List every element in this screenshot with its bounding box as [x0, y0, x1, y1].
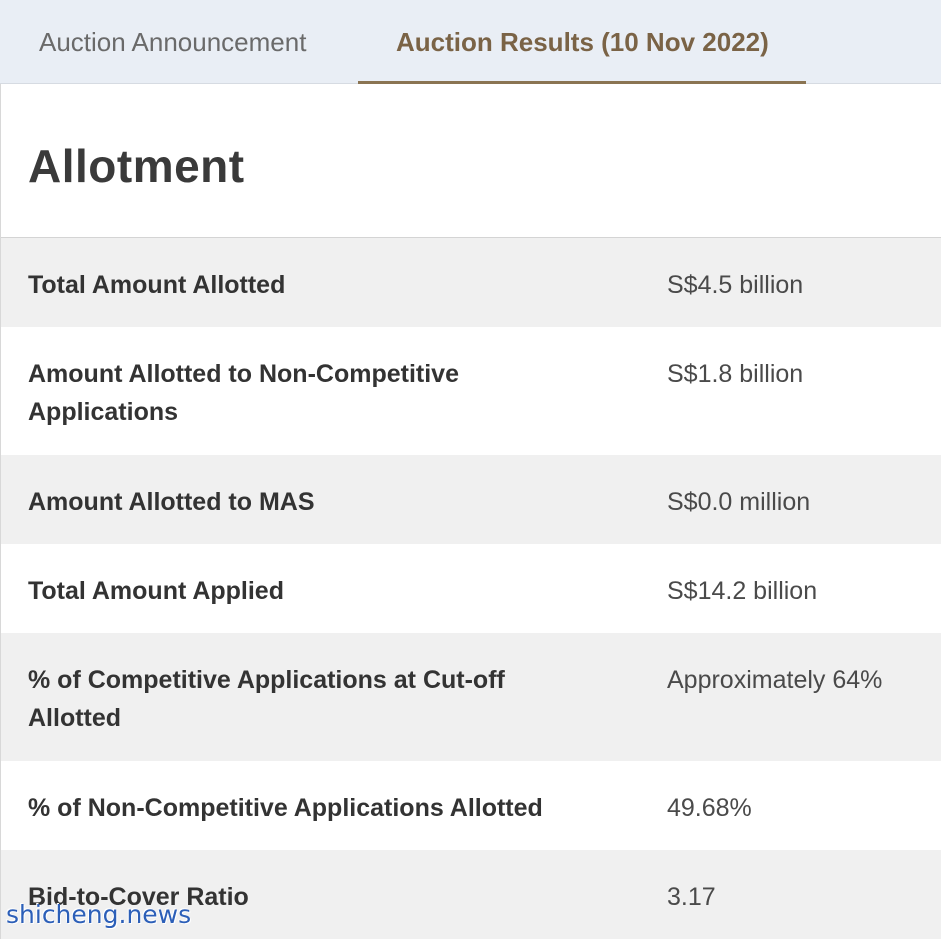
- row-label: Total Amount Allotted: [28, 271, 286, 299]
- allotment-table: Total Amount Allotted S$4.5 billion Amou…: [1, 238, 941, 939]
- table-row: Total Amount Allotted S$4.5 billion: [1, 238, 941, 327]
- table-row: Amount Allotted to Non-Competitive Appli…: [1, 327, 941, 455]
- tab-bar: Auction Announcement Auction Results (10…: [0, 0, 941, 84]
- row-value: 49.68%: [667, 794, 752, 822]
- heading-divider: [1, 237, 941, 238]
- table-row: Total Amount Applied S$14.2 billion: [1, 544, 941, 633]
- row-label: Amount Allotted to MAS: [28, 488, 315, 516]
- results-panel: Allotment Total Amount Allotted S$4.5 bi…: [0, 84, 941, 939]
- active-tab-indicator: [358, 81, 806, 84]
- row-label: Amount Allotted to Non-Competitive Appli…: [28, 360, 459, 426]
- row-value: S$1.8 billion: [667, 360, 804, 388]
- tab-auction-announcement[interactable]: Auction Announcement: [39, 27, 307, 57]
- tab-auction-results[interactable]: Auction Results (10 Nov 2022): [358, 0, 806, 84]
- table-row: % of Non-Competitive Applications Allott…: [1, 761, 941, 850]
- table-row: % of Competitive Applications at Cut-off…: [1, 633, 941, 761]
- row-label: % of Competitive Applications at Cut-off…: [28, 666, 505, 732]
- row-value: S$0.0 million: [667, 488, 811, 516]
- row-label: Bid-to-Cover Ratio: [28, 883, 249, 911]
- section-heading: Allotment: [28, 140, 245, 192]
- table-row: Amount Allotted to MAS S$0.0 million: [1, 455, 941, 544]
- row-value: 3.17: [667, 883, 716, 911]
- watermark: shicheng.news: [6, 900, 192, 929]
- row-value: Approximately 64%: [667, 666, 883, 694]
- row-label: % of Non-Competitive Applications Allott…: [28, 794, 543, 822]
- row-label: Total Amount Applied: [28, 577, 284, 605]
- row-value: S$14.2 billion: [667, 577, 818, 605]
- table-row: Bid-to-Cover Ratio 3.17: [1, 850, 941, 939]
- row-value: S$4.5 billion: [667, 271, 804, 299]
- tab-auction-results-label: Auction Results (10 Nov 2022): [396, 27, 769, 57]
